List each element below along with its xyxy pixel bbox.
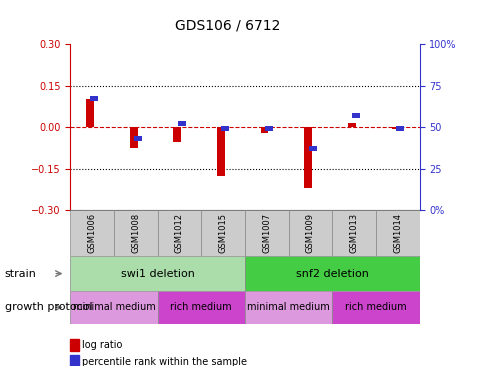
Text: rich medium: rich medium bbox=[344, 302, 406, 313]
Bar bbox=[173, 127, 181, 142]
FancyBboxPatch shape bbox=[244, 291, 332, 324]
Bar bbox=[391, 127, 399, 128]
Text: minimal medium: minimal medium bbox=[73, 302, 155, 313]
FancyBboxPatch shape bbox=[375, 210, 419, 256]
Bar bbox=[303, 127, 312, 188]
Text: growth protocol: growth protocol bbox=[5, 302, 92, 313]
FancyBboxPatch shape bbox=[332, 210, 375, 256]
Bar bbox=[351, 113, 360, 118]
FancyBboxPatch shape bbox=[288, 210, 332, 256]
Bar bbox=[129, 127, 137, 148]
Bar bbox=[347, 123, 355, 127]
Text: GSM1008: GSM1008 bbox=[131, 213, 140, 253]
Text: percentile rank within the sample: percentile rank within the sample bbox=[82, 356, 247, 366]
Text: GSM1013: GSM1013 bbox=[349, 213, 358, 253]
Text: GSM1009: GSM1009 bbox=[305, 213, 314, 253]
Bar bbox=[86, 100, 94, 127]
Bar bbox=[134, 137, 142, 141]
Text: GSM1012: GSM1012 bbox=[175, 213, 183, 253]
Bar bbox=[260, 127, 268, 133]
Bar bbox=[221, 126, 229, 131]
Bar bbox=[264, 126, 272, 131]
Bar bbox=[70, 339, 79, 351]
Text: swi1 deletion: swi1 deletion bbox=[121, 269, 194, 279]
Text: GDS106 / 6712: GDS106 / 6712 bbox=[175, 18, 280, 32]
Bar bbox=[90, 96, 98, 101]
Text: minimal medium: minimal medium bbox=[247, 302, 329, 313]
FancyBboxPatch shape bbox=[244, 256, 419, 291]
Text: snf2 deletion: snf2 deletion bbox=[295, 269, 368, 279]
Bar bbox=[177, 122, 185, 126]
FancyBboxPatch shape bbox=[201, 210, 244, 256]
FancyBboxPatch shape bbox=[244, 210, 288, 256]
Text: log ratio: log ratio bbox=[82, 340, 122, 350]
Text: strain: strain bbox=[5, 269, 37, 279]
Bar bbox=[70, 355, 79, 366]
FancyBboxPatch shape bbox=[157, 291, 244, 324]
Text: GSM1006: GSM1006 bbox=[88, 213, 96, 253]
Bar bbox=[216, 127, 225, 176]
Bar bbox=[308, 146, 316, 151]
FancyBboxPatch shape bbox=[70, 291, 157, 324]
Text: GSM1015: GSM1015 bbox=[218, 213, 227, 253]
Bar bbox=[395, 126, 403, 131]
Text: GSM1014: GSM1014 bbox=[393, 213, 401, 253]
FancyBboxPatch shape bbox=[70, 210, 114, 256]
Text: rich medium: rich medium bbox=[170, 302, 232, 313]
Text: GSM1007: GSM1007 bbox=[262, 213, 271, 253]
FancyBboxPatch shape bbox=[114, 210, 157, 256]
FancyBboxPatch shape bbox=[70, 256, 244, 291]
FancyBboxPatch shape bbox=[332, 291, 419, 324]
FancyBboxPatch shape bbox=[157, 210, 201, 256]
